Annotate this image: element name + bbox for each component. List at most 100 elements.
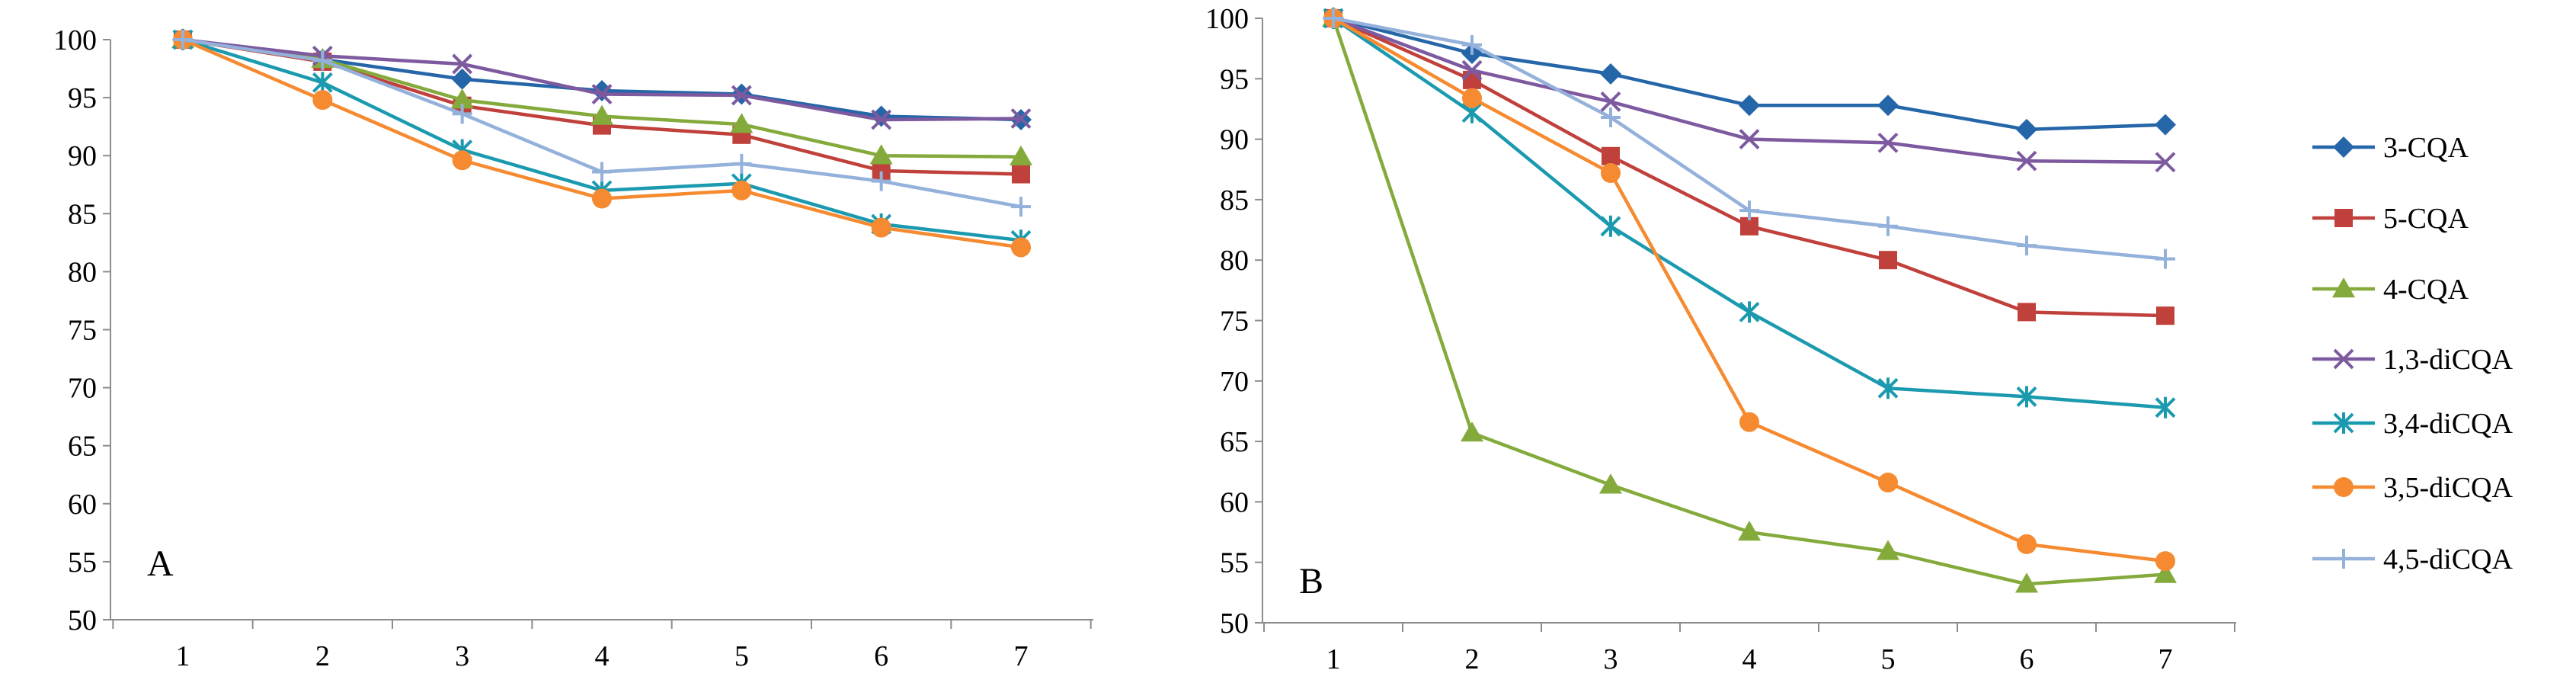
y-tick-label: 70: [68, 373, 97, 405]
y-tick-label: 55: [68, 547, 97, 579]
data-point-4-cqa: [869, 144, 893, 165]
x-tick-label: 2: [1465, 643, 1480, 675]
data-point-3-4-dicqa: [1600, 215, 1621, 237]
x-tick-label: 1: [1326, 643, 1341, 675]
data-point-3-cqa: [451, 68, 473, 90]
y-tick-label: 95: [1220, 63, 1249, 95]
data-point-4-5-dicqa: [1878, 216, 1898, 236]
data-point-1-3-dicqa: [1010, 108, 1032, 129]
chart-a: 50 55 60 65 70 75 80 85 90 95 100 1 2 3 4 5 6 7 A: [53, 24, 1093, 672]
panel-label: A: [147, 543, 174, 584]
y-tick-label: 100: [1205, 3, 1249, 35]
legend-item-4-cqa: 4-CQA: [2312, 274, 2469, 306]
legend-label: 5-CQA: [2383, 203, 2469, 235]
series-5-cqa: [1324, 9, 2174, 325]
legend-marker-4-cqa: [2332, 277, 2355, 298]
series-3-4-dicqa: [172, 29, 1032, 252]
data-point-4-5-dicqa: [592, 162, 612, 182]
y-tick-label: 75: [1220, 306, 1249, 338]
data-point-4-5-dicqa: [452, 104, 472, 124]
data-point-3-5-dicqa: [592, 188, 612, 209]
series-4-cqa: [1322, 7, 2177, 593]
data-point-3-5-dicqa: [2017, 534, 2037, 554]
y-tick-label: 85: [1220, 184, 1249, 216]
y-tick-label: 85: [68, 198, 97, 230]
data-point-5-cqa: [2018, 303, 2036, 322]
data-point-3-5-dicqa: [871, 217, 891, 238]
data-point-4-5-dicqa: [173, 30, 193, 50]
data-point-3-cqa: [1600, 63, 1621, 85]
data-point-3-cqa: [1739, 95, 1760, 117]
y-tick-label: 80: [68, 256, 97, 288]
legend-marker-3-4-dicqa: [2333, 412, 2354, 434]
legend-marker-4-5-dicqa: [2334, 549, 2354, 569]
x-tick-label: 6: [874, 640, 888, 672]
data-point-1-3-dicqa: [452, 53, 473, 75]
data-point-3-5-dicqa: [452, 150, 472, 171]
chart-b: 50 55 60 65 70 75 80 85 90 95 100 1 2 3 4 5 6 7 B: [1205, 3, 2236, 675]
y-tick-label: 100: [53, 24, 97, 56]
x-tick-label: 4: [1742, 643, 1757, 675]
data-point-4-5-dicqa: [731, 153, 752, 174]
data-point-4-5-dicqa: [1011, 197, 1031, 217]
data-point-1-3-dicqa: [1461, 59, 1483, 81]
legend-label: 4,5-diCQA: [2383, 543, 2514, 576]
legend-item-3-cqa: 3-CQA: [2312, 132, 2469, 164]
data-point-1-3-dicqa: [591, 84, 613, 104]
legend-item-1-3-dicqa: 1,3-diCQA: [2312, 344, 2514, 376]
legend-label: 3,4-diCQA: [2383, 408, 2514, 440]
legend-marker-5-cqa: [2334, 209, 2353, 227]
x-tick-label: 1: [176, 640, 190, 672]
y-tick-label: 60: [68, 489, 97, 521]
data-point-3-cqa: [2155, 114, 2176, 136]
data-point-4-5-dicqa: [1462, 34, 1482, 55]
y-tick-label: 80: [1220, 245, 1249, 277]
data-point-3-5-dicqa: [1601, 163, 1621, 184]
data-point-1-3-dicqa: [2016, 150, 2037, 172]
x-tick-label: 4: [595, 640, 610, 672]
data-point-4-5-dicqa: [871, 171, 891, 191]
series-3-5-dicqa: [173, 30, 1031, 258]
data-point-5-cqa: [1602, 146, 1620, 165]
data-point-5-cqa: [2156, 306, 2174, 325]
data-point-4-5-dicqa: [1323, 8, 1343, 28]
y-tick-label: 65: [68, 431, 97, 463]
series-line-5-cqa: [1333, 16, 2166, 318]
data-point-4-5-dicqa: [2155, 248, 2175, 269]
data-point-3-4-dicqa: [2155, 396, 2176, 418]
legend-item-3-4-dicqa: 3,4-diCQA: [2312, 408, 2514, 440]
data-point-3-cqa: [870, 105, 892, 127]
legend-marker-3-cqa: [2333, 136, 2354, 158]
x-tick-label: 7: [1014, 640, 1029, 672]
data-point-4-5-dicqa: [1739, 200, 1759, 221]
legend-label: 1,3-diCQA: [2383, 344, 2514, 376]
data-point-3-5-dicqa: [312, 90, 333, 111]
legend-label: 3-CQA: [2383, 132, 2469, 164]
data-point-3-5-dicqa: [1878, 473, 1898, 493]
data-point-5-cqa: [1012, 165, 1030, 184]
x-tick-label: 6: [2020, 643, 2034, 675]
y-tick-label: 90: [1220, 124, 1249, 156]
data-point-3-4-dicqa: [1739, 301, 1760, 323]
data-point-3-cqa: [2016, 118, 2037, 140]
legend-marker-3-5-dicqa: [2334, 477, 2354, 497]
data-point-5-cqa: [1463, 70, 1481, 89]
data-point-4-cqa: [1010, 145, 1032, 165]
data-point-1-3-dicqa: [1600, 91, 1621, 112]
y-tick-label: 90: [68, 140, 97, 172]
x-tick-label: 5: [734, 640, 749, 672]
data-point-4-cqa: [590, 104, 613, 125]
data-point-4-5-dicqa: [1601, 107, 1621, 128]
data-point-4-cqa: [2154, 563, 2177, 583]
x-tick-label: 5: [1881, 643, 1896, 675]
legend-item-4-5-dicqa: 4,5-diCQA: [2312, 543, 2514, 576]
x-tick-label: 3: [1604, 643, 1618, 675]
data-point-3-5-dicqa: [1462, 88, 1482, 108]
legend-item-5-cqa: 5-CQA: [2312, 203, 2469, 235]
y-tick-label: 60: [1220, 486, 1249, 518]
legend-label: 3,5-diCQA: [2383, 472, 2514, 504]
x-tick-label: 7: [2158, 643, 2173, 675]
data-point-3-5-dicqa: [2155, 551, 2175, 572]
data-point-4-cqa: [1877, 540, 1899, 560]
